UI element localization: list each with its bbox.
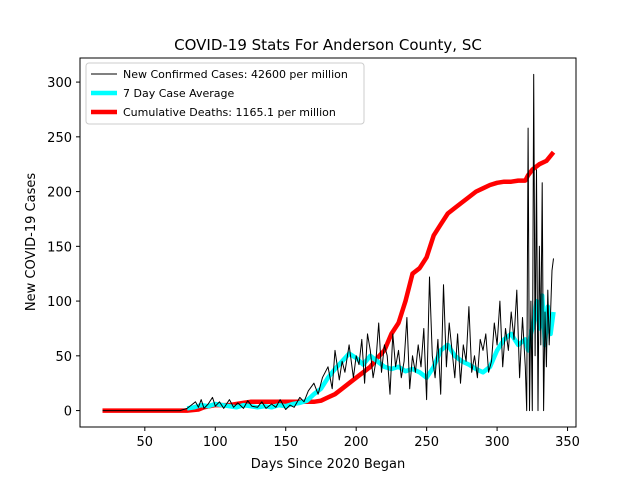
legend: New Confirmed Cases: 42600 per million 7 …: [85, 62, 365, 125]
y-tick-label: 100: [47, 295, 72, 310]
x-tick-label: 50: [137, 435, 154, 450]
y-tick-label: 200: [47, 186, 72, 201]
x-axis: 50 100 150 200 250 300 350: [137, 427, 580, 450]
x-axis-label: Days Since 2020 Began: [251, 457, 406, 472]
y-axis-label: New COVID-19 Cases: [24, 173, 39, 311]
x-tick-label: 100: [203, 435, 228, 450]
legend-label-2: 7 Day Case Average: [123, 87, 235, 100]
plot-frame: [79, 57, 577, 428]
y-tick-label: 0: [64, 405, 72, 420]
x-tick-label: 250: [414, 435, 439, 450]
y-tick-label: 150: [47, 240, 72, 255]
y-tick-label: 50: [55, 350, 72, 365]
legend-box: [85, 62, 365, 125]
legend-label-3: Cumulative Deaths: 1165.1 per million: [123, 106, 336, 119]
y-tick-label: 300: [47, 76, 72, 91]
x-tick-label: 200: [344, 435, 369, 450]
y-tick-label: 250: [47, 131, 72, 146]
plot-area: [102, 73, 556, 413]
chart-title: COVID-19 Stats For Anderson County, SC: [174, 36, 482, 54]
series-line-1: [102, 73, 554, 412]
x-tick-label: 150: [273, 435, 298, 450]
x-tick-label: 350: [555, 435, 580, 450]
legend-label-1: New Confirmed Cases: 42600 per million: [123, 68, 348, 81]
y-axis: 0 50 100 150 200 250 300: [47, 76, 80, 420]
x-tick-label: 300: [485, 435, 510, 450]
